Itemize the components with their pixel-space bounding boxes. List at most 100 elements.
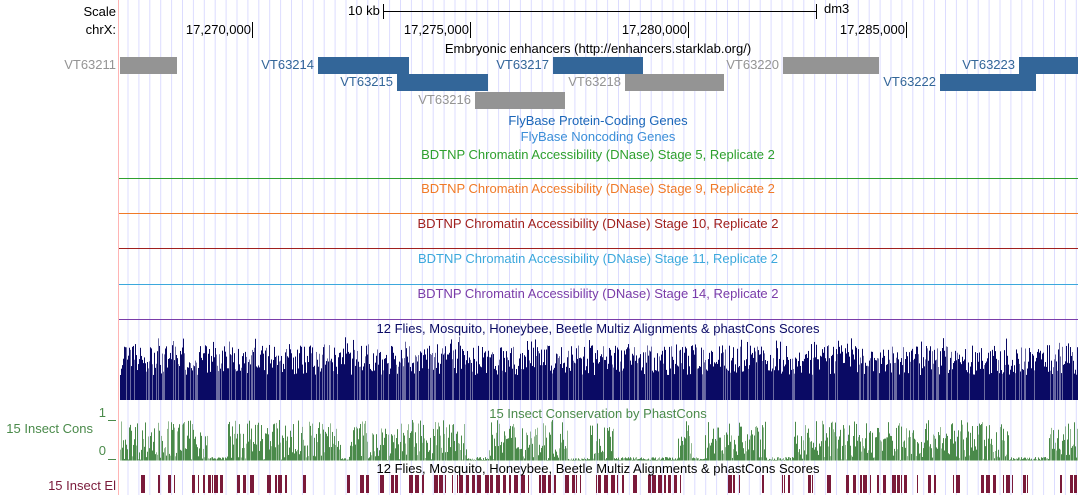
enhancer-label[interactable]: VT63216 (418, 92, 471, 107)
phastcons-bar (645, 352, 646, 400)
enhancer-label[interactable]: VT63214 (261, 57, 314, 72)
cons-bar (488, 458, 489, 461)
track-title[interactable]: BDTNP Chromatin Accessibility (DNase) St… (417, 216, 779, 231)
cons-bar (243, 433, 244, 461)
phastcons-bar (908, 373, 909, 400)
cons-bar (835, 422, 836, 461)
phastcons-bar (620, 361, 621, 400)
phastcons-bar (727, 369, 728, 400)
cons-bar (319, 422, 320, 461)
phastcons-bar (360, 366, 361, 400)
enhancer-label[interactable]: VT63222 (883, 74, 936, 89)
phastcons-bar (1067, 362, 1068, 400)
cons-bar (706, 458, 707, 461)
phastcons-bar (740, 346, 741, 400)
cons-bar (945, 438, 946, 461)
track-title[interactable]: FlyBase Noncoding Genes (520, 129, 676, 144)
track-title[interactable]: BDTNP Chromatin Accessibility (DNase) St… (417, 251, 779, 266)
enhancer-label[interactable]: VT63218 (568, 74, 621, 89)
cons-bar (1022, 459, 1023, 461)
phastcons-bar (436, 367, 437, 400)
cons-bar (483, 458, 484, 461)
cons-bar (677, 458, 678, 461)
phastcons-bar (554, 367, 555, 400)
enhancer-feature[interactable] (940, 74, 1036, 91)
cons-bar (149, 448, 150, 461)
track-title[interactable]: BDTNP Chromatin Accessibility (DNase) St… (417, 286, 779, 301)
cons-bar (588, 459, 589, 461)
cons-bar (1065, 426, 1066, 461)
phastcons-bar (664, 346, 665, 400)
phastcons-bar (188, 367, 189, 400)
cons-bar (809, 437, 810, 461)
enhancer-feature[interactable] (783, 57, 879, 74)
cons-bar (183, 423, 184, 461)
cons-side-label[interactable]: 15 Insect Cons (6, 421, 93, 436)
phastcons-bar (582, 374, 583, 400)
enhancer-label[interactable]: VT63220 (726, 57, 779, 72)
phastcons-bar (531, 341, 532, 400)
cons-bar (385, 428, 386, 461)
phastcons-bar (590, 347, 591, 400)
track-title[interactable]: BDTNP Chromatin Accessibility (DNase) St… (421, 147, 775, 162)
phastcons-bar (876, 360, 877, 400)
cons-bar (894, 448, 895, 461)
phastcons-bar (695, 344, 696, 400)
phastcons-bar (661, 354, 662, 400)
phastcons-bar (544, 349, 545, 400)
phastcons-bar (194, 366, 195, 400)
track-title[interactable]: FlyBase Protein-Coding Genes (508, 113, 688, 128)
phastcons-bar (518, 365, 519, 400)
cons-bar (663, 457, 664, 461)
phastcons-bar (423, 355, 424, 400)
enhancer-feature[interactable] (475, 92, 565, 109)
cons-bar (632, 459, 633, 461)
enhancer-label[interactable]: VT63223 (962, 57, 1015, 72)
phastcons-bar (296, 373, 297, 400)
cons-bar (139, 452, 140, 461)
enhancer-feature[interactable] (625, 74, 724, 91)
cons-bar (530, 431, 531, 461)
enhancer-feature[interactable] (397, 74, 488, 91)
phastcons-bar (899, 374, 900, 400)
cons-bar (395, 448, 396, 461)
track-title[interactable]: 12 Flies, Mosquito, Honeybee, Beetle Mul… (376, 321, 820, 336)
phastcons-bar (489, 357, 490, 400)
phastcons-bar (284, 369, 285, 400)
phastcons-bar (857, 372, 858, 400)
enhancer-feature[interactable] (1019, 57, 1078, 74)
cons-bar (933, 434, 934, 461)
phastcons-bar (692, 345, 693, 400)
cons-bar (176, 452, 177, 461)
enhancer-label[interactable]: VT63215 (340, 74, 393, 89)
enhancers-track-title: Embryonic enhancers (http://enhancers.st… (444, 41, 752, 56)
cons-bar (775, 459, 776, 461)
phastcons-bar (725, 349, 726, 400)
enhancer-label[interactable]: VT63217 (496, 57, 549, 72)
phastcons-bar (443, 354, 444, 400)
track-title[interactable]: 15 Insect Conservation by PhastCons (489, 406, 707, 421)
track-title[interactable]: 12 Flies, Mosquito, Honeybee, Beetle Mul… (376, 461, 820, 476)
phastcons-bar (266, 347, 267, 400)
conserved-element (208, 475, 211, 493)
cons-bar (882, 450, 883, 461)
enhancer-feature[interactable] (318, 57, 409, 74)
track-title[interactable]: BDTNP Chromatin Accessibility (DNase) St… (421, 181, 775, 196)
phastcons-bar (244, 363, 245, 400)
cons-bar (189, 438, 190, 461)
cons-bar (410, 432, 411, 461)
cons-bar (340, 444, 341, 461)
phastcons-bar (311, 353, 312, 400)
cons-bar (822, 420, 823, 461)
phastcons-bar (628, 344, 629, 400)
enhancer-label[interactable]: VT63211 (64, 57, 116, 72)
enhancer-feature[interactable] (553, 57, 643, 74)
cons-bar (392, 435, 393, 461)
elements-side-label[interactable]: 15 Insect El (48, 478, 116, 493)
cons-bar (455, 451, 456, 461)
phastcons-bar (368, 344, 369, 400)
enhancer-feature[interactable] (120, 57, 177, 74)
cons-bar (245, 458, 246, 461)
cons-bar (561, 442, 562, 461)
